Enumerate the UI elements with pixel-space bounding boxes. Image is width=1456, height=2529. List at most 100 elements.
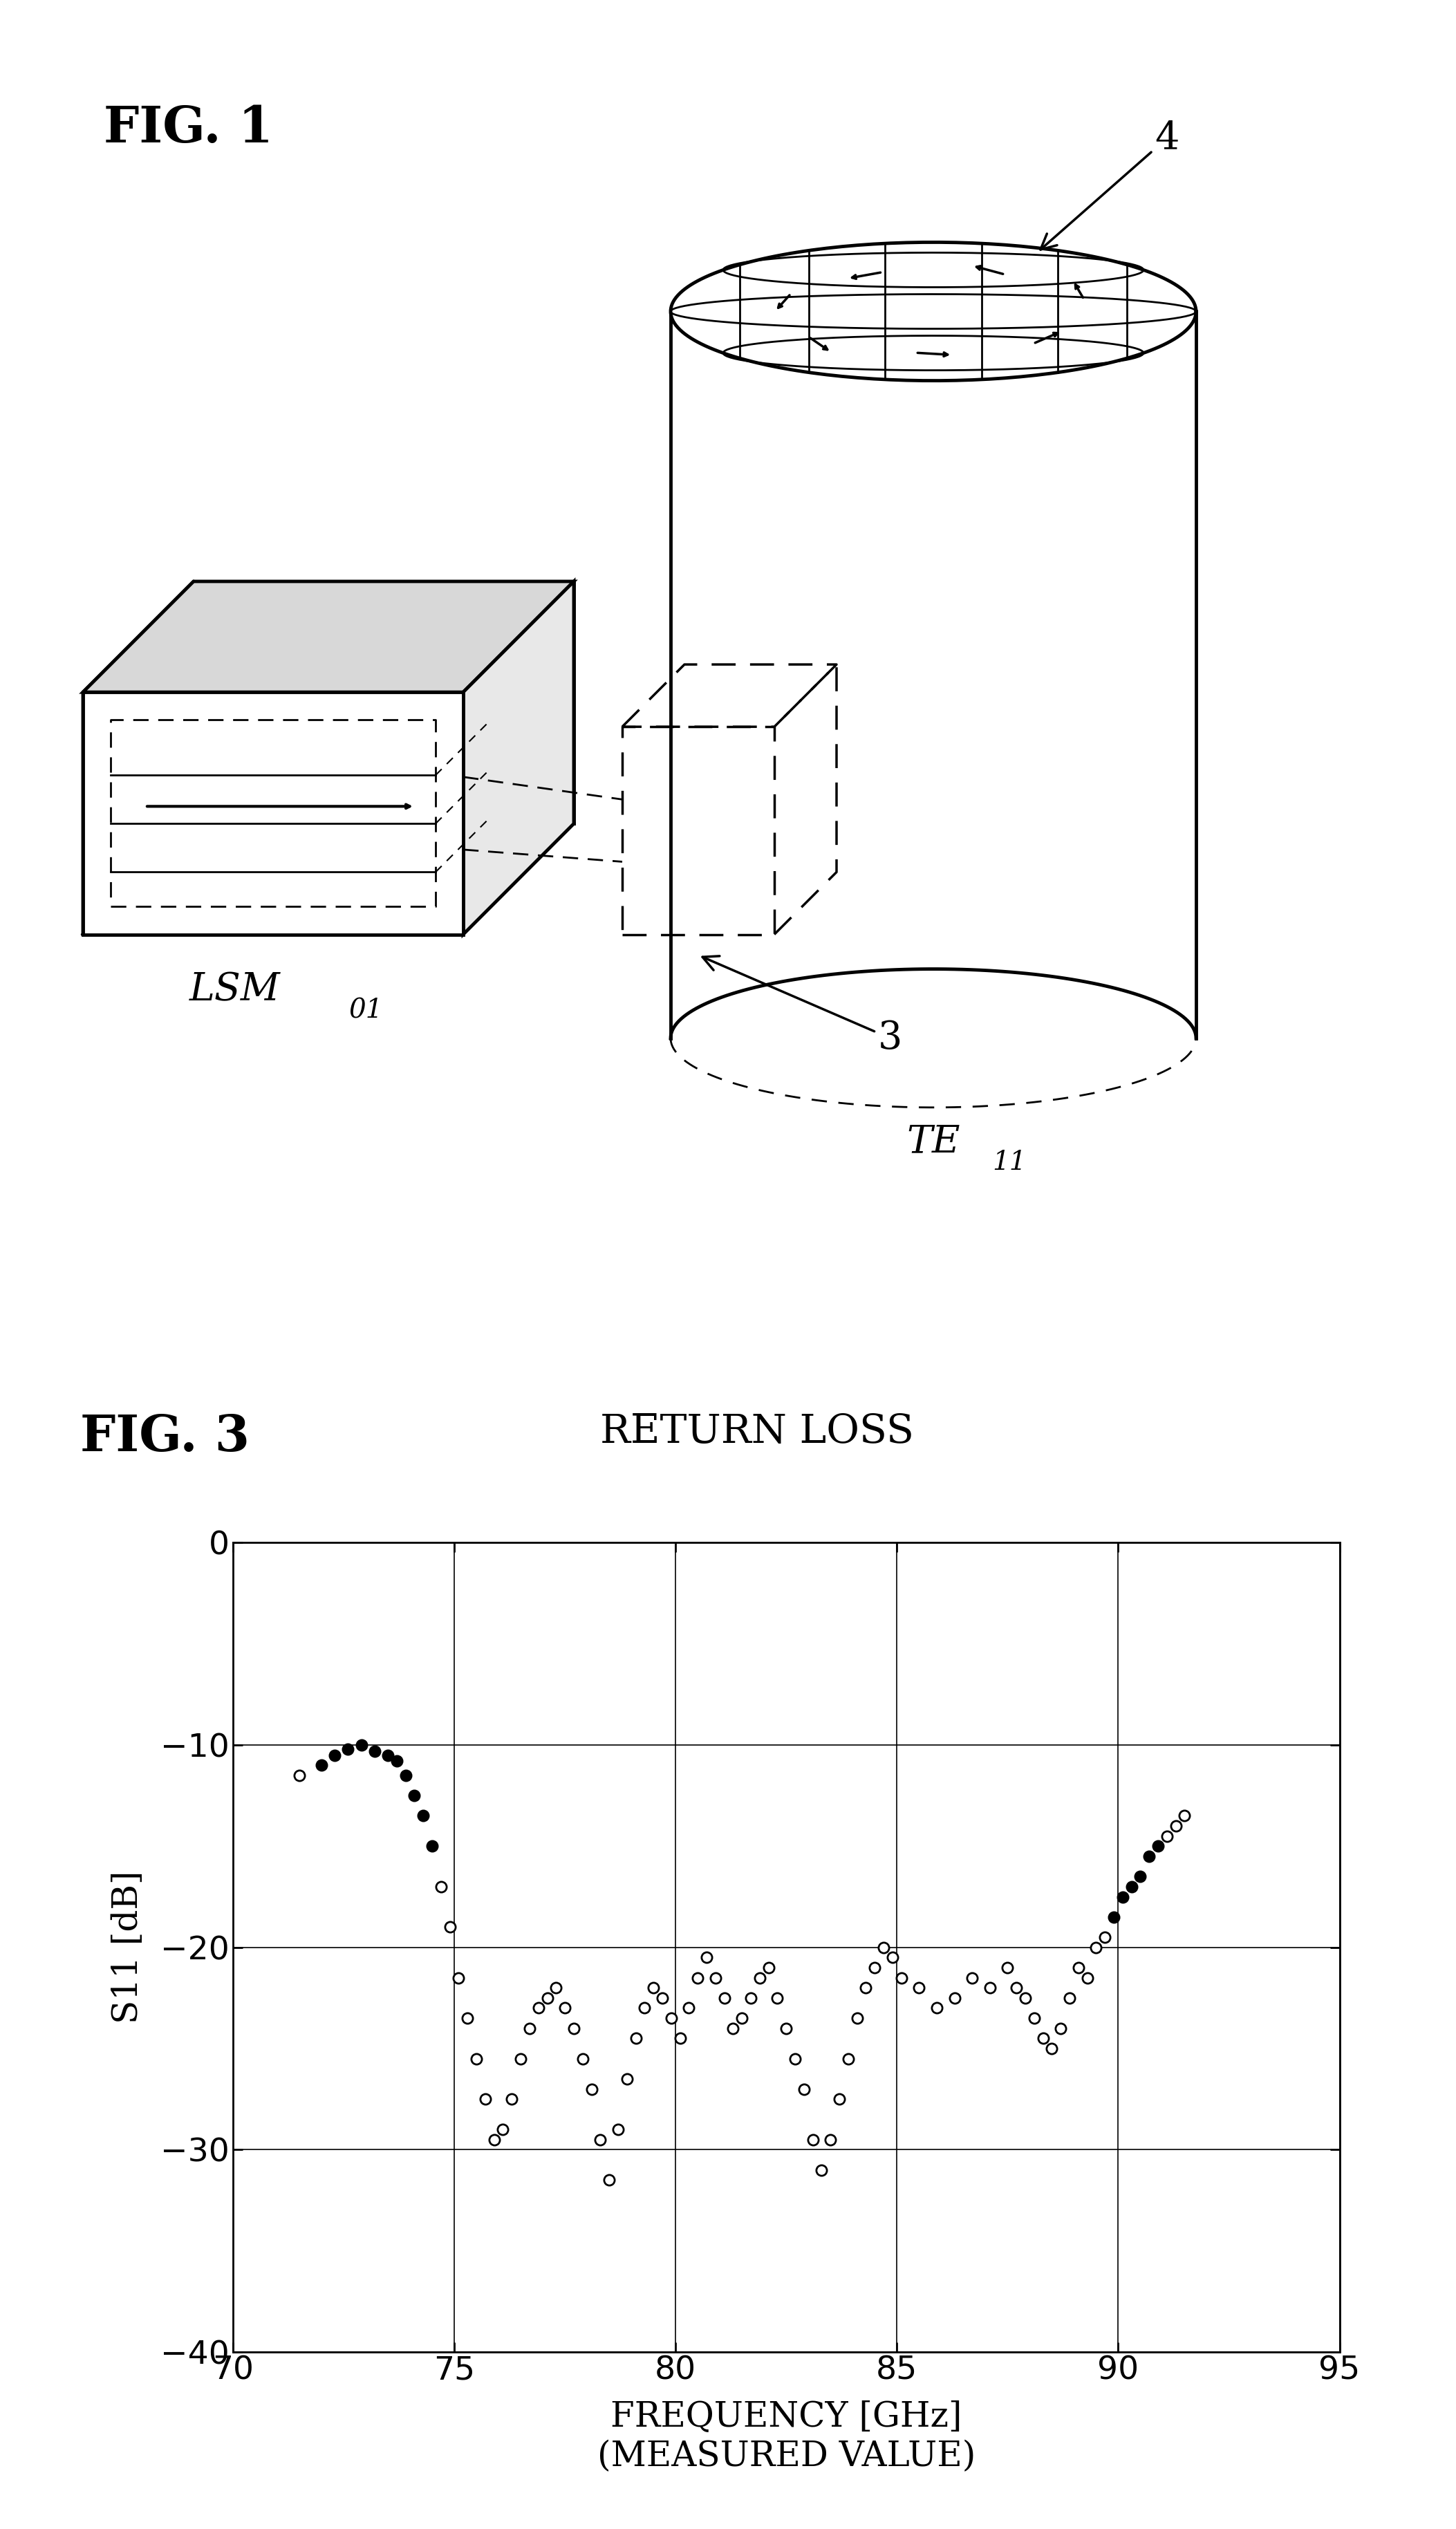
- Point: [996, 1947, 1019, 1988]
- Polygon shape: [463, 582, 574, 933]
- Point: [712, 1978, 735, 2018]
- Point: [438, 1907, 462, 1947]
- Point: [792, 2069, 815, 2109]
- Point: [571, 2038, 594, 2079]
- Point: [827, 2079, 850, 2119]
- Point: [642, 1968, 665, 2008]
- Point: [907, 1968, 930, 2008]
- Point: [1022, 1998, 1045, 2038]
- Point: [464, 2038, 488, 2079]
- Point: [625, 2018, 648, 2059]
- Point: [588, 2119, 612, 2160]
- Point: [310, 1745, 333, 1785]
- Point: [695, 1937, 718, 1978]
- Point: [1165, 1806, 1188, 1846]
- Point: [1174, 1796, 1197, 1836]
- Point: [731, 1998, 754, 2038]
- Point: [1155, 1816, 1178, 1856]
- Point: [403, 1775, 427, 1816]
- Text: TE: TE: [907, 1123, 960, 1161]
- Point: [1085, 1927, 1108, 1968]
- Point: [766, 1978, 789, 2018]
- Point: [978, 1968, 1002, 2008]
- Point: [553, 1988, 577, 2028]
- Point: [677, 1988, 700, 2028]
- Point: [1005, 1968, 1028, 2008]
- Point: [1137, 1836, 1160, 1877]
- Point: [703, 1957, 727, 1998]
- Text: FIG. 1: FIG. 1: [103, 104, 274, 152]
- Point: [473, 2079, 496, 2119]
- Y-axis label: S11 [dB]: S11 [dB]: [111, 1871, 146, 2023]
- Text: 3: 3: [702, 956, 903, 1057]
- Point: [1013, 1978, 1037, 2018]
- Point: [740, 1978, 763, 2018]
- Point: [510, 2038, 533, 2079]
- Point: [881, 1937, 904, 1978]
- Point: [668, 2018, 692, 2059]
- Point: [395, 1755, 418, 1796]
- Point: [323, 1735, 347, 1775]
- Point: [925, 1988, 948, 2028]
- Point: [1102, 1897, 1125, 1937]
- Point: [482, 2119, 505, 2160]
- Point: [660, 1998, 683, 2038]
- Point: [412, 1796, 435, 1836]
- Point: [837, 2038, 860, 2079]
- Point: [872, 1927, 895, 1968]
- Point: [527, 1988, 550, 2028]
- Point: [562, 2008, 585, 2048]
- Point: [536, 1978, 559, 2018]
- Point: [801, 2119, 824, 2160]
- Text: FIG. 3: FIG. 3: [80, 1411, 249, 1462]
- Point: [349, 1725, 373, 1765]
- Point: [1040, 2028, 1063, 2069]
- Point: [363, 1730, 386, 1770]
- Point: [606, 2109, 629, 2150]
- Point: [336, 1730, 360, 1770]
- Point: [1067, 1947, 1091, 1988]
- Point: [961, 1957, 984, 1998]
- Point: [863, 1947, 887, 1988]
- Point: [501, 2079, 524, 2119]
- Text: 11: 11: [993, 1151, 1026, 1176]
- Text: LSM: LSM: [189, 971, 281, 1009]
- Point: [1146, 1826, 1169, 1866]
- Point: [1093, 1917, 1117, 1957]
- Point: [384, 1740, 408, 1780]
- Point: [1076, 1957, 1099, 1998]
- Point: [783, 2038, 807, 2079]
- Point: [1059, 1978, 1082, 2018]
- Point: [456, 1998, 479, 2038]
- Polygon shape: [83, 582, 574, 693]
- Text: 01: 01: [349, 999, 383, 1024]
- Point: [686, 1957, 709, 1998]
- Point: [616, 2059, 639, 2099]
- Point: [447, 1957, 470, 1998]
- Point: [890, 1957, 913, 1998]
- Point: [1048, 2008, 1072, 2048]
- Point: [430, 1866, 453, 1907]
- Point: [633, 1988, 657, 2028]
- Point: [421, 1826, 444, 1866]
- Point: [1120, 1866, 1143, 1907]
- Point: [818, 2119, 842, 2160]
- Point: [491, 2109, 514, 2150]
- Point: [722, 2008, 745, 2048]
- Point: [597, 2160, 620, 2200]
- Polygon shape: [83, 693, 463, 933]
- Point: [855, 1968, 878, 2008]
- Point: [288, 1755, 312, 1796]
- Text: RETURN LOSS: RETURN LOSS: [600, 1411, 914, 1452]
- X-axis label: FREQUENCY [GHz]
(MEASURED VALUE): FREQUENCY [GHz] (MEASURED VALUE): [597, 2400, 976, 2473]
- Point: [518, 2008, 542, 2048]
- Point: [545, 1968, 568, 2008]
- Point: [579, 2069, 603, 2109]
- Point: [775, 2008, 798, 2048]
- Point: [943, 1978, 967, 2018]
- Point: [810, 2150, 833, 2190]
- Point: [846, 1998, 869, 2038]
- Polygon shape: [671, 243, 1195, 382]
- Point: [376, 1735, 399, 1775]
- Point: [1031, 2018, 1054, 2059]
